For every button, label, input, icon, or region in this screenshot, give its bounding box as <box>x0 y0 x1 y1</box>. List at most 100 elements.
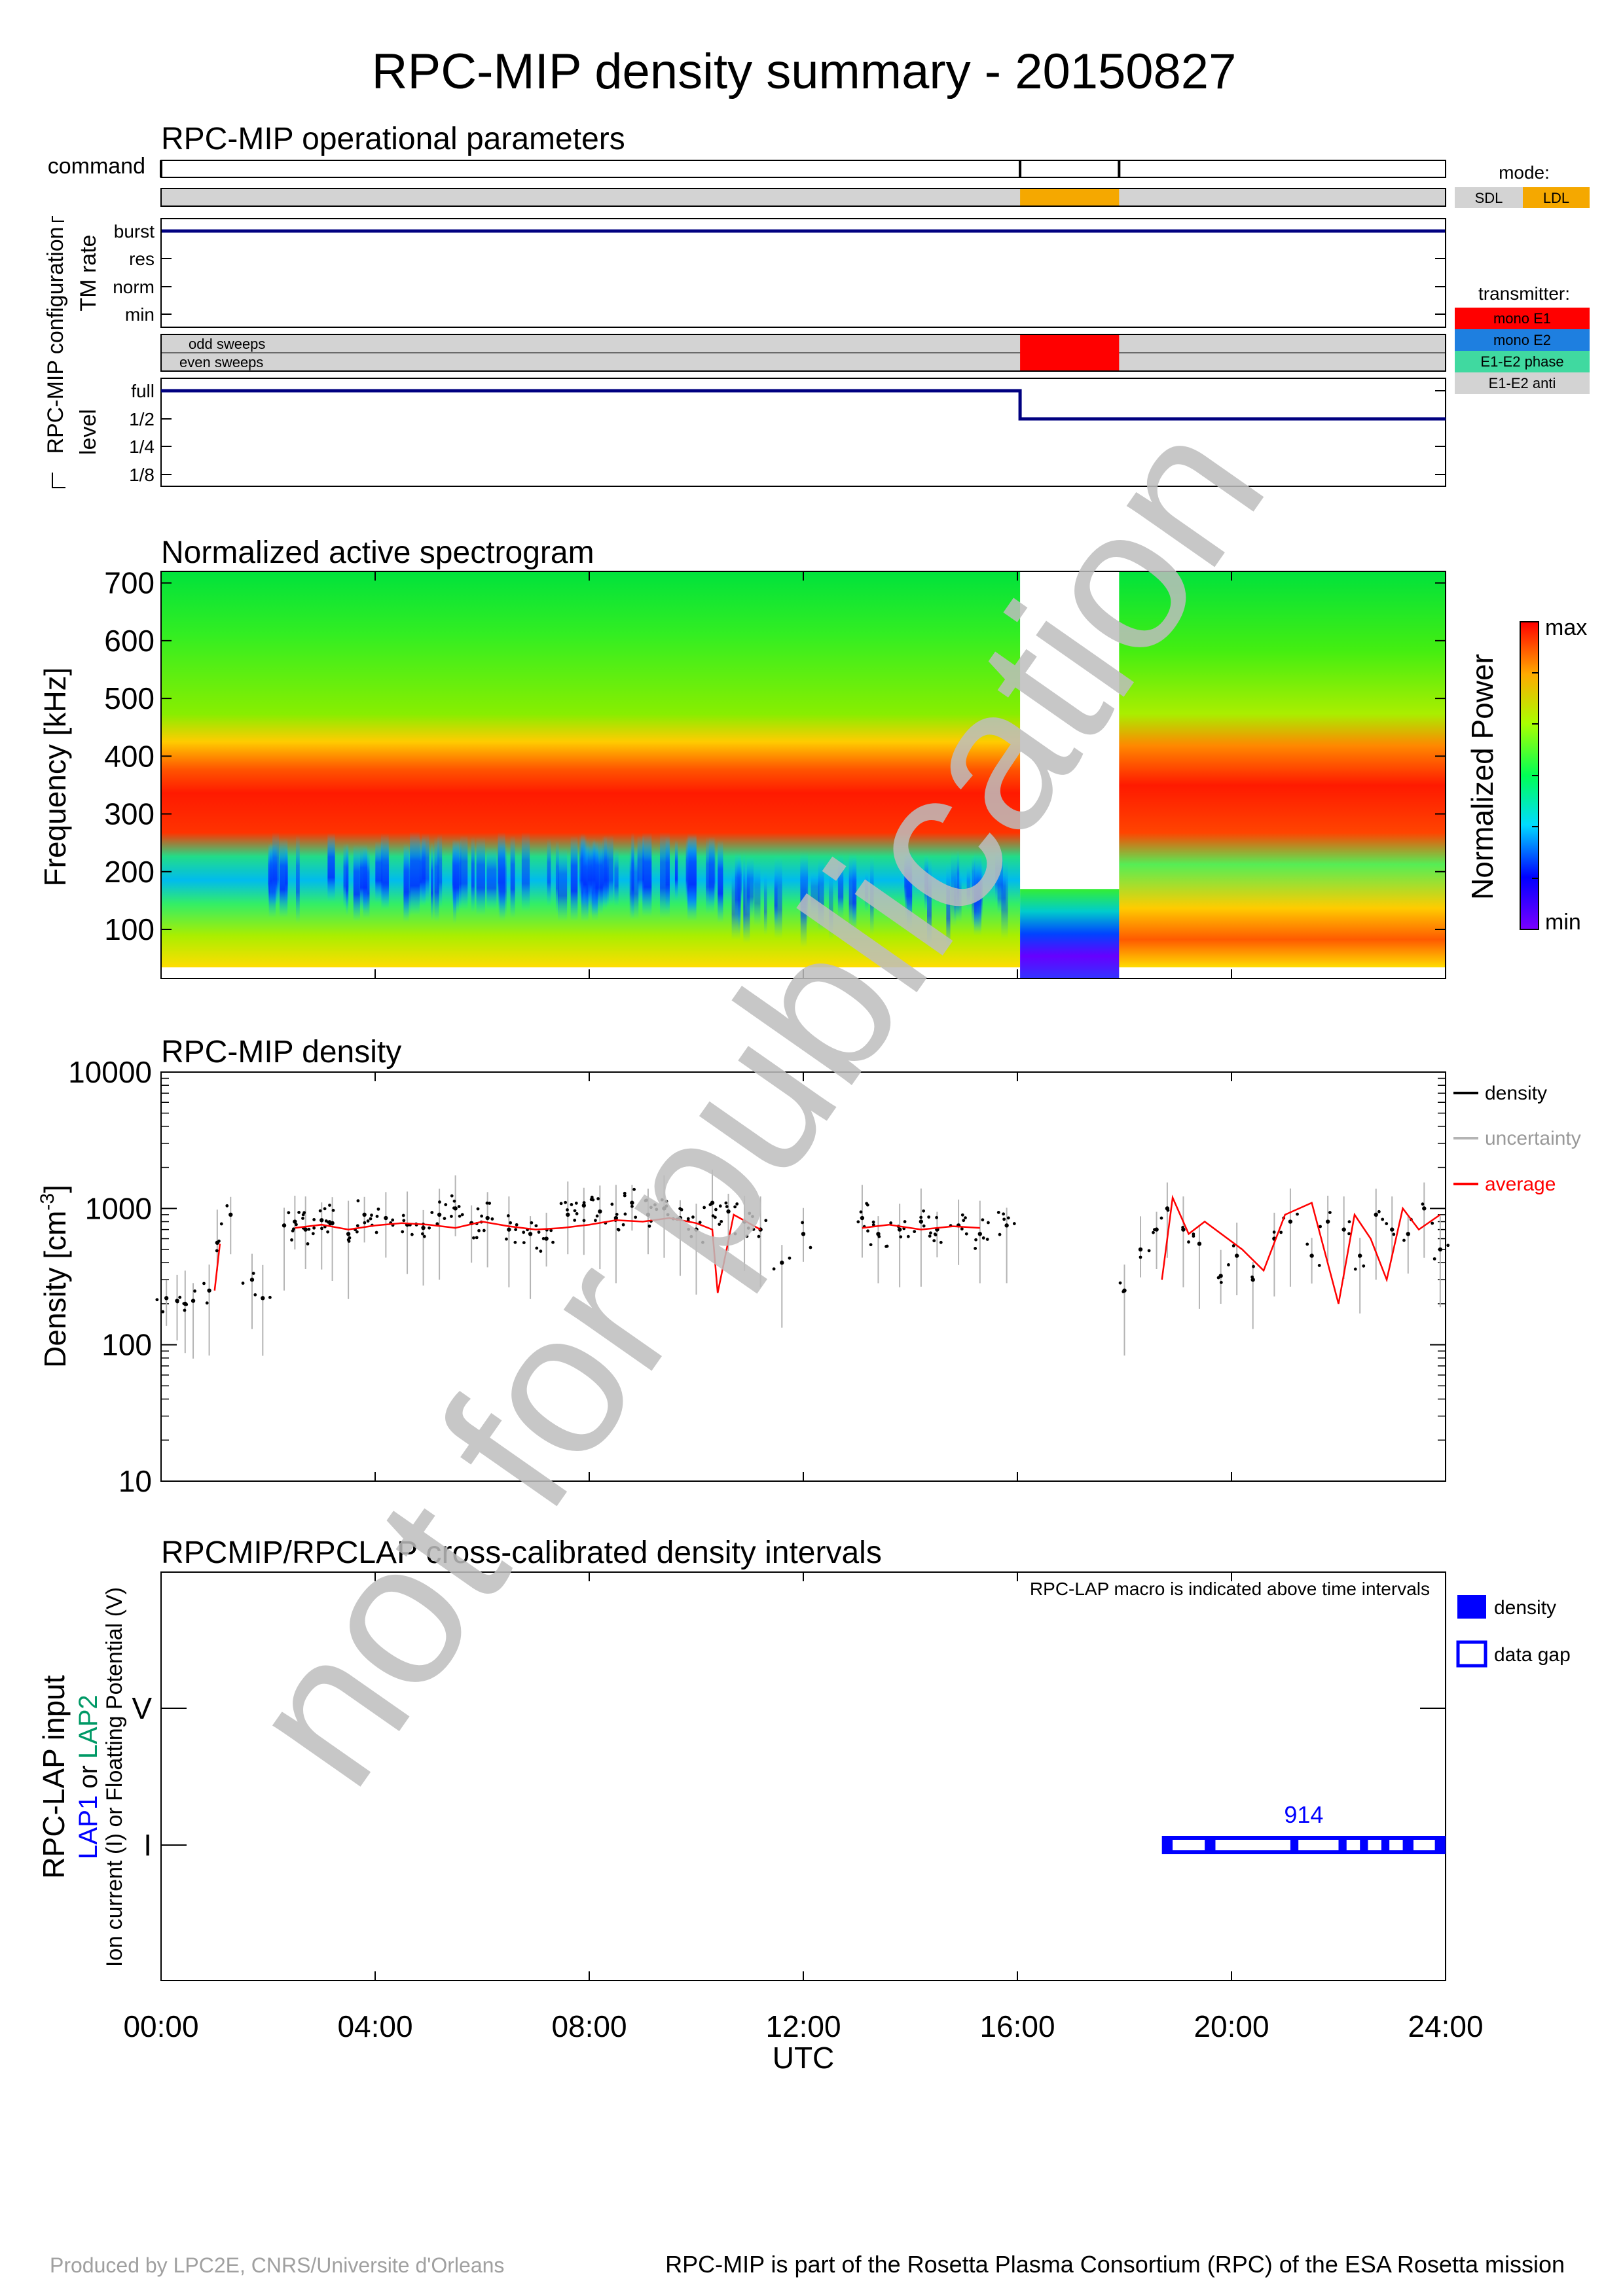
x-tick-label: 08:00 <box>551 2009 627 2043</box>
tm-tick-norm: norm <box>113 277 155 297</box>
density-point <box>960 1227 964 1231</box>
tm-rate-label: TM rate <box>76 234 101 311</box>
ops-title: RPC-MIP operational parameters <box>161 122 625 156</box>
spectrogram-min-streak <box>460 834 468 910</box>
legend-average-label: average <box>1485 1174 1556 1195</box>
density-point <box>1012 1222 1016 1225</box>
density-point <box>644 1199 647 1202</box>
density-point <box>897 1227 902 1232</box>
density-ylabel-sup: -3 <box>37 1193 58 1211</box>
spec-ytick-label: 600 <box>104 624 155 658</box>
spectrogram-min-streak <box>547 838 551 906</box>
density-point <box>401 1230 405 1234</box>
density-point <box>1219 1281 1223 1284</box>
lap-legend-gap-label: data gap <box>1494 1644 1571 1666</box>
lap-ylabel-lap2: LAP2 <box>74 1695 103 1759</box>
density-point <box>718 1204 722 1208</box>
mode-ldl-segment <box>1020 189 1120 206</box>
density-point <box>570 1203 574 1206</box>
lap-note: RPC-LAP macro is indicated above time in… <box>1030 1579 1430 1599</box>
density-point <box>391 1218 395 1222</box>
density-point <box>1374 1212 1378 1217</box>
lap-legend-density-swatch <box>1457 1595 1486 1619</box>
density-point <box>574 1201 578 1205</box>
x-tick-label: 00:00 <box>123 2009 198 2043</box>
density-point <box>801 1221 805 1225</box>
density-point <box>1227 1263 1230 1266</box>
density-point <box>582 1201 586 1204</box>
density-point <box>694 1227 699 1232</box>
density-point <box>764 1219 768 1223</box>
density-point <box>748 1211 752 1215</box>
density-point <box>1250 1275 1254 1279</box>
spectrogram-min-streak <box>637 835 644 904</box>
density-point <box>617 1228 621 1232</box>
density-point <box>974 1238 977 1242</box>
mode-legend-sdl-label: SDL <box>1475 190 1503 206</box>
level-tick-quarter: 1/4 <box>129 437 155 457</box>
spectrogram-min-streak <box>811 870 820 916</box>
density-point <box>889 1221 893 1225</box>
density-point <box>225 1204 229 1208</box>
tx-legend-mono-e1-label: mono E1 <box>1493 310 1551 327</box>
density-point <box>362 1212 367 1217</box>
density-uncertainty-series <box>166 1170 1441 1359</box>
tm-rate-tickmarks <box>161 230 1446 315</box>
colorbar-ticks <box>1532 672 1539 879</box>
density-point <box>293 1219 297 1224</box>
density-point <box>366 1219 370 1223</box>
density-point <box>929 1231 932 1235</box>
spectrogram-min-streak <box>642 833 652 916</box>
density-point <box>1166 1208 1170 1212</box>
config-label: RPC-MIP configuration <box>43 226 68 454</box>
x-tick-label: 04:00 <box>337 2009 412 2043</box>
spectrogram-min-streak <box>486 847 497 910</box>
spectrogram-min-streak <box>743 852 746 937</box>
density-point <box>919 1219 924 1224</box>
spec-ytick-label: 300 <box>104 797 155 831</box>
density-point <box>421 1232 424 1236</box>
spec-ytick-label: 100 <box>104 912 155 946</box>
density-point <box>320 1227 323 1230</box>
density-point <box>507 1227 511 1232</box>
density-point <box>1002 1217 1006 1221</box>
spectrogram-min-streak <box>743 862 750 943</box>
density-point <box>319 1218 324 1223</box>
density-point <box>287 1211 291 1215</box>
density-point <box>649 1206 653 1210</box>
density-point <box>630 1200 634 1205</box>
density-point <box>1296 1212 1299 1216</box>
density-point <box>513 1240 517 1244</box>
lap-legend-gap-swatch <box>1456 1640 1487 1668</box>
density-point <box>1159 1216 1163 1220</box>
spectrogram-min-streak <box>268 844 276 918</box>
density-point <box>356 1199 360 1203</box>
density-point <box>653 1203 657 1207</box>
spectrogram-min-streak <box>614 848 619 906</box>
density-point <box>596 1197 600 1200</box>
density-point <box>610 1202 614 1206</box>
density-point <box>757 1234 761 1238</box>
density-point <box>1004 1223 1009 1228</box>
density-point <box>457 1205 461 1208</box>
density-point <box>480 1214 484 1218</box>
spectrogram-panel: Normalized active spectrogram 700 600 500 4… <box>38 535 1587 979</box>
density-point <box>735 1202 739 1206</box>
density-point <box>996 1210 1000 1214</box>
density-point <box>665 1204 668 1208</box>
density-point <box>551 1240 555 1244</box>
density-point <box>328 1222 332 1226</box>
density-point <box>714 1208 718 1211</box>
density-point <box>178 1295 182 1299</box>
density-point <box>312 1218 316 1221</box>
density-point <box>422 1234 426 1238</box>
spectrogram-min-streak <box>976 863 983 920</box>
density-point <box>871 1220 875 1224</box>
spectrogram-y-ticks: 700 600 500 400 300 200 100 <box>104 566 1446 946</box>
density-ylabel: Density [cm-3] <box>37 1185 72 1368</box>
density-point <box>575 1212 579 1215</box>
spectrogram-min-streak <box>735 853 741 925</box>
density-point <box>1353 1267 1357 1271</box>
density-point <box>935 1215 938 1219</box>
density-point <box>573 1209 577 1213</box>
